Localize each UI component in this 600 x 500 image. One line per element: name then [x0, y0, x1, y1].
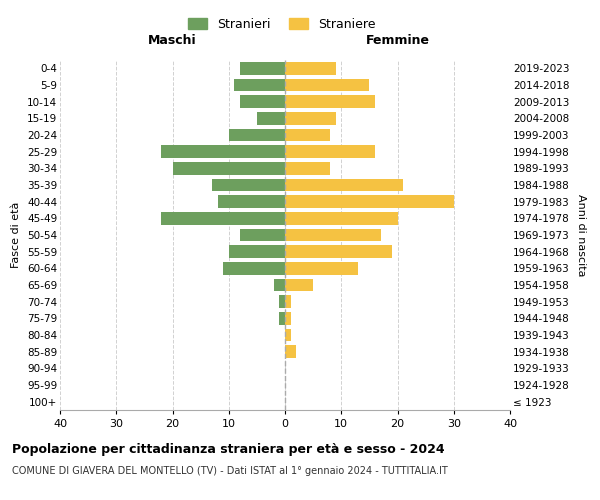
- Legend: Stranieri, Straniere: Stranieri, Straniere: [182, 11, 382, 37]
- Bar: [285, 162, 330, 174]
- Bar: [161, 146, 285, 158]
- Bar: [285, 262, 358, 274]
- Bar: [229, 246, 285, 258]
- Y-axis label: Fasce di età: Fasce di età: [11, 202, 22, 268]
- Bar: [285, 312, 290, 324]
- Bar: [285, 62, 335, 74]
- Bar: [285, 96, 375, 108]
- Bar: [285, 112, 335, 124]
- Bar: [235, 79, 285, 92]
- Bar: [280, 296, 285, 308]
- Bar: [285, 246, 392, 258]
- Bar: [240, 62, 285, 74]
- Bar: [257, 112, 285, 124]
- Bar: [161, 212, 285, 224]
- Bar: [285, 296, 290, 308]
- Bar: [229, 129, 285, 141]
- Bar: [223, 262, 285, 274]
- Text: Maschi: Maschi: [148, 34, 197, 46]
- Bar: [285, 129, 330, 141]
- Bar: [173, 162, 285, 174]
- Bar: [285, 79, 370, 92]
- Text: COMUNE DI GIAVERA DEL MONTELLO (TV) - Dati ISTAT al 1° gennaio 2024 - TUTTITALIA: COMUNE DI GIAVERA DEL MONTELLO (TV) - Da…: [12, 466, 448, 476]
- Bar: [285, 196, 454, 208]
- Bar: [285, 179, 403, 192]
- Bar: [285, 279, 313, 291]
- Text: Femmine: Femmine: [365, 34, 430, 46]
- Bar: [285, 146, 375, 158]
- Bar: [240, 229, 285, 241]
- Bar: [212, 179, 285, 192]
- Y-axis label: Anni di nascita: Anni di nascita: [576, 194, 586, 276]
- Bar: [285, 346, 296, 358]
- Bar: [240, 96, 285, 108]
- Bar: [285, 329, 290, 341]
- Bar: [218, 196, 285, 208]
- Bar: [285, 212, 398, 224]
- Bar: [280, 312, 285, 324]
- Bar: [285, 229, 380, 241]
- Text: Popolazione per cittadinanza straniera per età e sesso - 2024: Popolazione per cittadinanza straniera p…: [12, 442, 445, 456]
- Bar: [274, 279, 285, 291]
